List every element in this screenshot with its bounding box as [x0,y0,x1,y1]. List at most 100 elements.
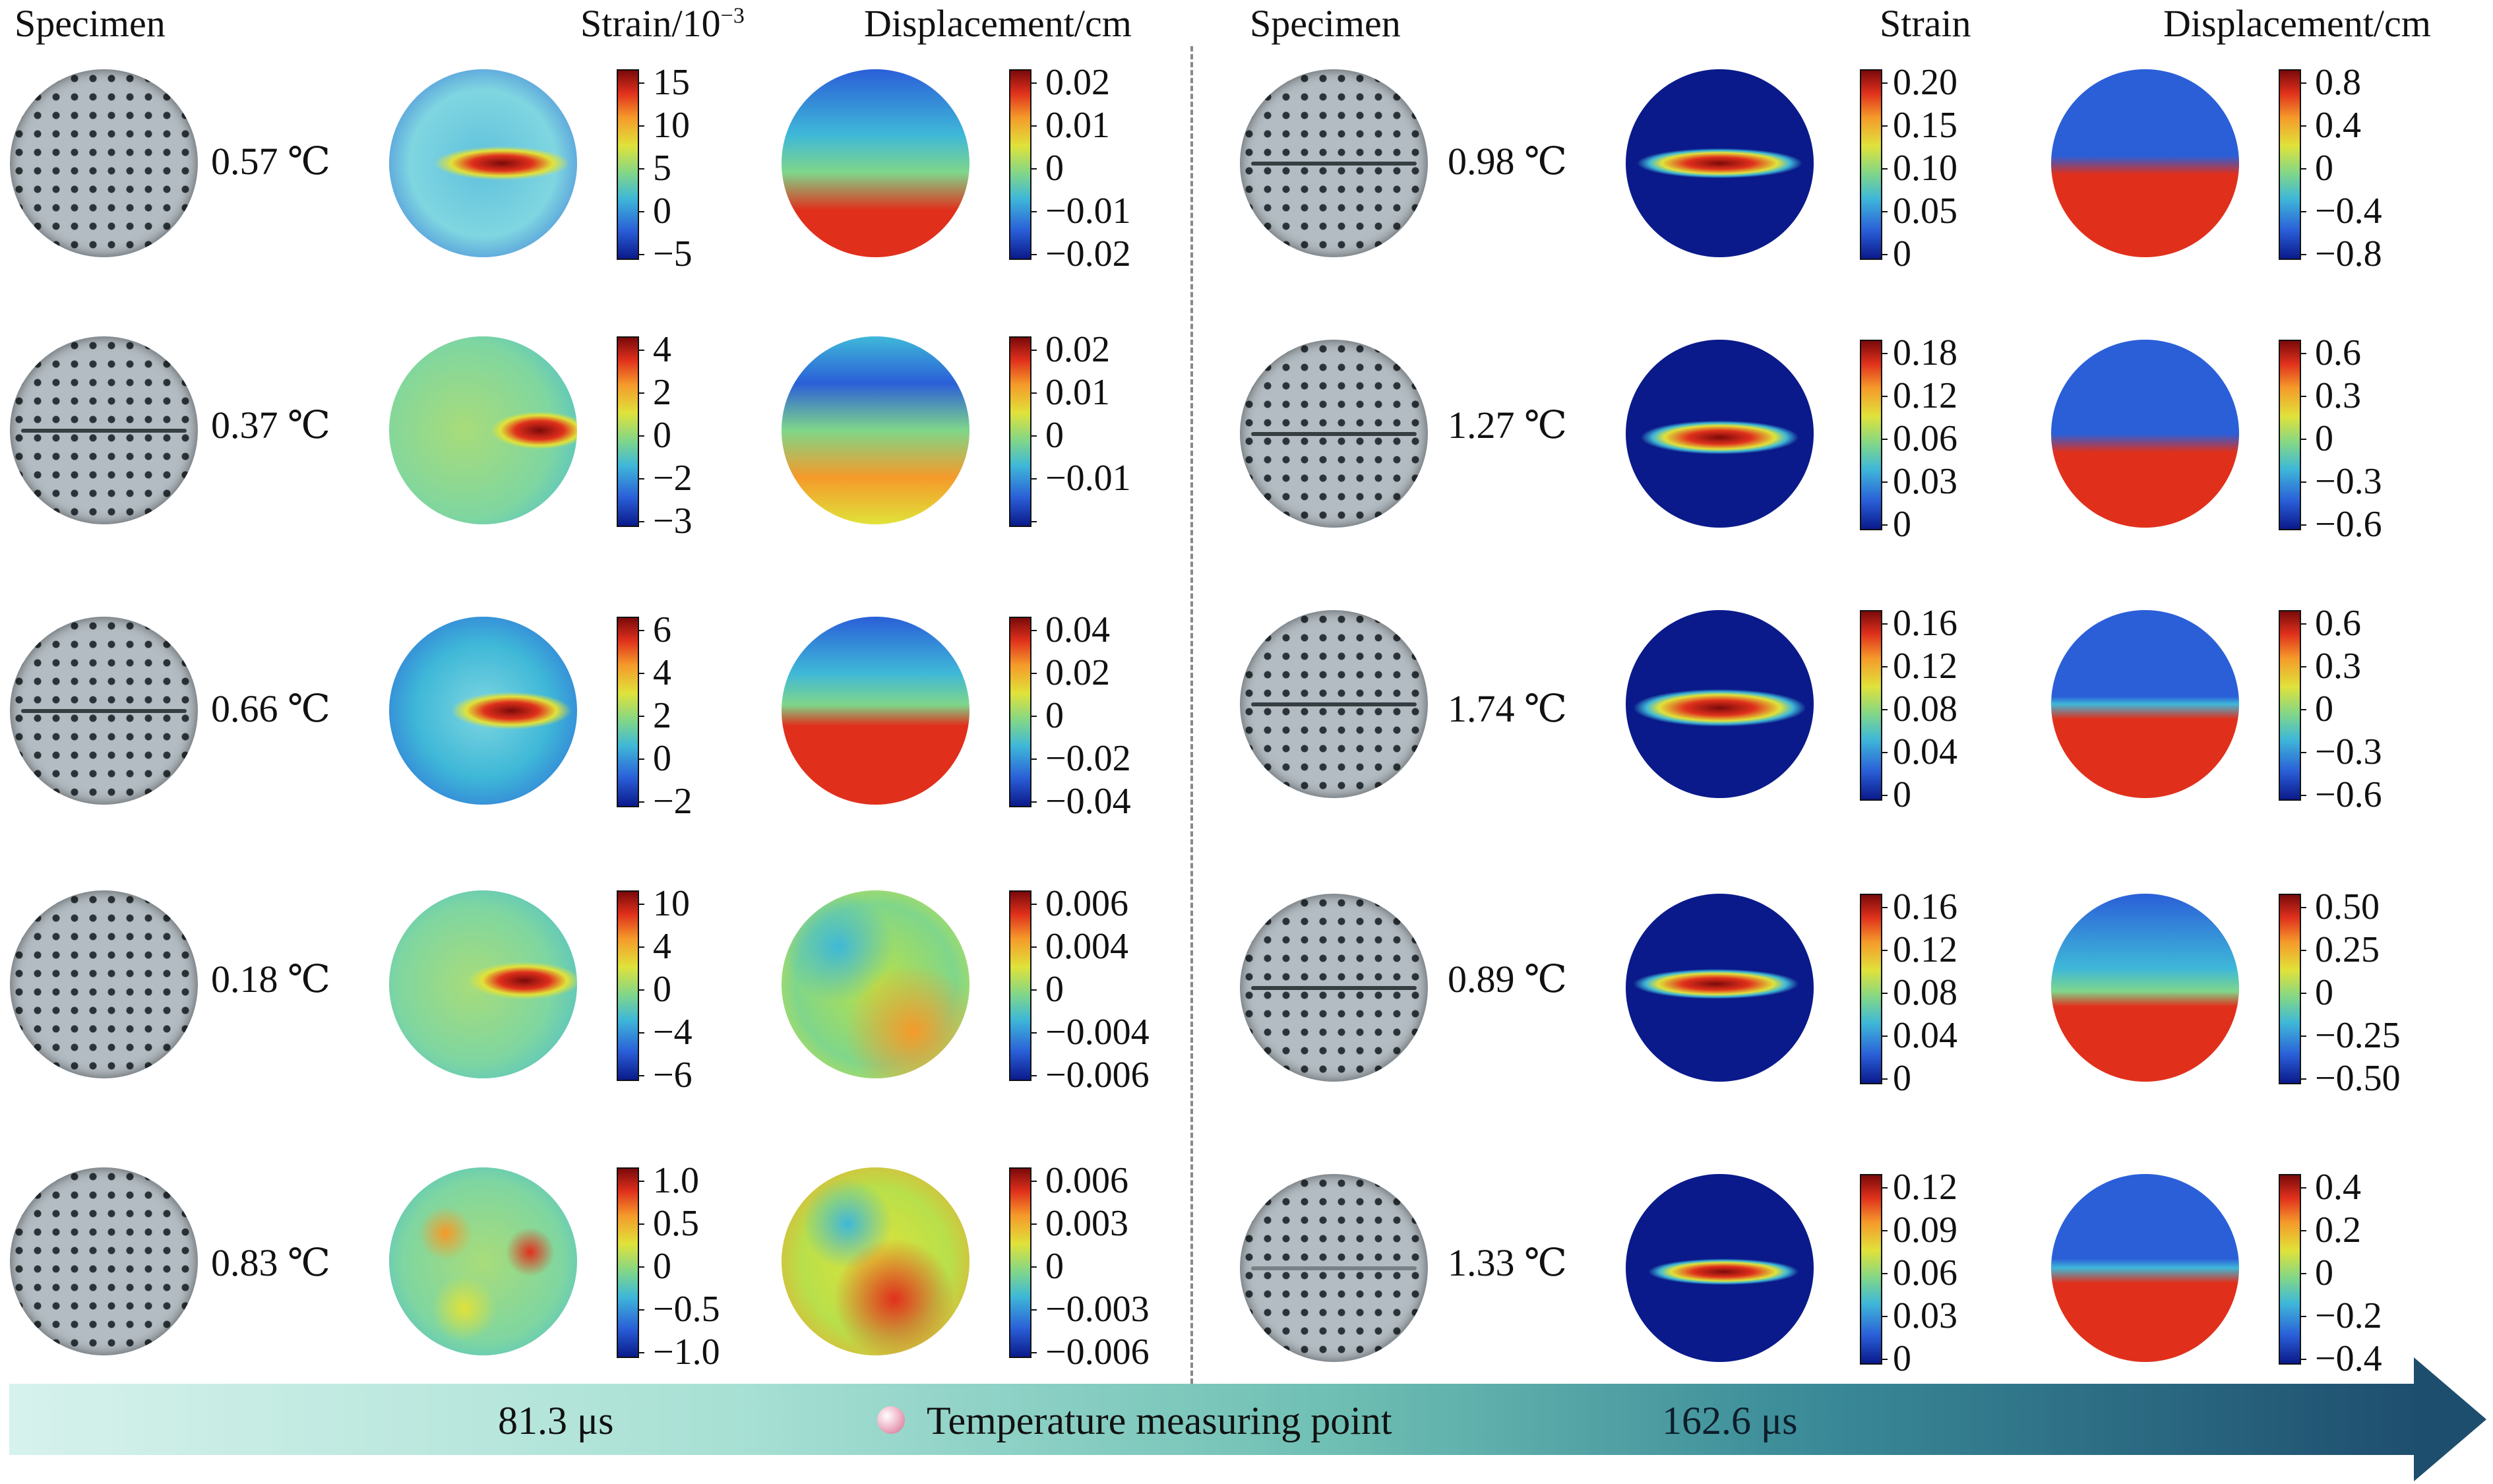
colorbar-tick [638,758,644,760]
strain-colorbar [617,890,639,1081]
colorbar-tick [1030,801,1037,803]
displacement-colorbar [1009,890,1031,1081]
colorbar-tick [638,392,644,394]
strain-tick-label: 0.5 [653,1203,699,1244]
colorbar-tick [638,716,644,717]
strain-tick-label: 0.03 [1893,1295,1957,1336]
strain-tick-label: 0 [1893,233,1911,274]
crack-line [1251,985,1417,990]
displacement-map [782,1167,970,1355]
crack-line [21,708,187,713]
colorbar-tick [2300,993,2306,994]
strain-map [389,890,577,1078]
displacement-map [2051,610,2239,798]
displacement-colorbar [1009,336,1031,527]
strain-map [389,617,577,805]
strain-map [389,69,577,257]
strain-tick-label: 0 [653,1246,671,1287]
temperature-label: 1.27 ℃ [1448,404,1567,447]
strain-map [1626,1174,1814,1362]
colorbar-tick [1881,82,1888,84]
colorbar-tick [1030,392,1037,394]
colorbar-tick [2300,353,2306,354]
header-left-displacement: Displacement/cm [864,2,1132,45]
displacement-colorbar [2279,340,2301,530]
displacement-tick-label: 0.006 [1045,1160,1128,1201]
temperature-label: 0.66 ℃ [211,687,330,730]
colorbar-tick [638,904,644,905]
specimen-image [1240,610,1428,798]
displacement-tick-label: 0.6 [2315,603,2361,644]
colorbar-tick [1881,993,1888,994]
temperature-label: 0.89 ℃ [1448,958,1567,1001]
colorbar-tick [638,1181,644,1182]
strain-map [389,1167,577,1355]
displacement-tick-label: 0 [2315,972,2333,1013]
displacement-tick-label: 0.004 [1045,926,1128,967]
displacement-map [782,890,970,1078]
colorbar-tick [1881,950,1888,951]
displacement-tick-label: −0.004 [1045,1012,1150,1053]
strain-tick-label: 2 [653,695,671,736]
colorbar-tick [2300,709,2306,710]
strain-colorbar [1860,1174,1882,1365]
strain-tick-label: 0 [1893,504,1911,545]
left-row-5: 0.83 ℃ 1.0 0.5 0 −0.5 −1.0 0.006 0.003 0… [0,1162,2493,1418]
colorbar-tick [1881,524,1888,526]
colorbar-tick [2300,1316,2306,1317]
strain-tick-label: 1.0 [653,1160,699,1201]
strain-tick-label: 0.05 [1893,191,1957,232]
strain-tick-label: 10 [653,105,690,146]
displacement-tick-label: 0 [2315,689,2333,729]
displacement-tick-label: −0.6 [2315,774,2382,815]
strain-tick-label: 0.08 [1893,689,1957,729]
strain-map [1626,894,1814,1082]
displacement-map [782,617,970,805]
colorbar-tick [2300,82,2306,84]
specimen-image [10,69,198,257]
colorbar-tick [1030,630,1037,631]
colorbar-tick [1030,1032,1037,1034]
displacement-tick-label: −0.04 [1045,781,1131,822]
strain-tick-label: 4 [653,652,671,693]
colorbar-tick [1030,946,1037,948]
timeline-legend-label: Temperature measuring point [927,1399,1392,1442]
specimen-image [10,617,198,805]
strain-tick-label: 0.06 [1893,1252,1957,1293]
right-row-4: 0.89 ℃ 0.16 0.12 0.08 0.04 0 0.50 0.25 0… [0,888,2493,1144]
colorbar-tick [1881,439,1888,440]
colorbar-tick [1030,435,1037,437]
colorbar-tick [1030,254,1037,255]
colorbar-tick [638,350,644,351]
crack-line [1251,431,1417,436]
colorbar-tick [1881,1359,1888,1360]
colorbar-tick [638,946,644,948]
colorbar-tick [2300,1187,2306,1189]
specimen-image [1240,894,1428,1082]
colorbar-tick [1881,1230,1888,1231]
displacement-colorbar [1009,69,1031,260]
strain-tick-label: 0 [653,415,671,456]
colorbar-tick [2300,1230,2306,1231]
colorbar-tick [1030,521,1037,522]
colorbar-tick [1030,904,1037,905]
displacement-tick-label: 0.003 [1045,1203,1128,1244]
colorbar-tick [1881,623,1888,625]
strain-tick-label: 0.12 [1893,929,1957,970]
colorbar-tick [1030,1266,1037,1268]
displacement-colorbar [2279,69,2301,260]
displacement-colorbar [2279,1174,2301,1365]
strain-map [1626,340,1814,528]
strain-tick-label: −4 [653,1012,692,1053]
displacement-map [2051,340,2239,528]
colorbar-tick [638,521,644,522]
header-left-strain-base: Strain/10 [580,2,721,45]
displacement-tick-label: 0 [1045,969,1064,1010]
colorbar-tick [638,630,644,631]
colorbar-tick [2300,524,2306,526]
strain-tick-label: −2 [653,781,692,822]
colorbar-tick [1881,211,1888,212]
displacement-tick-label: 0 [1045,148,1064,189]
colorbar-tick [2300,396,2306,397]
colorbar-tick [1030,1352,1037,1353]
